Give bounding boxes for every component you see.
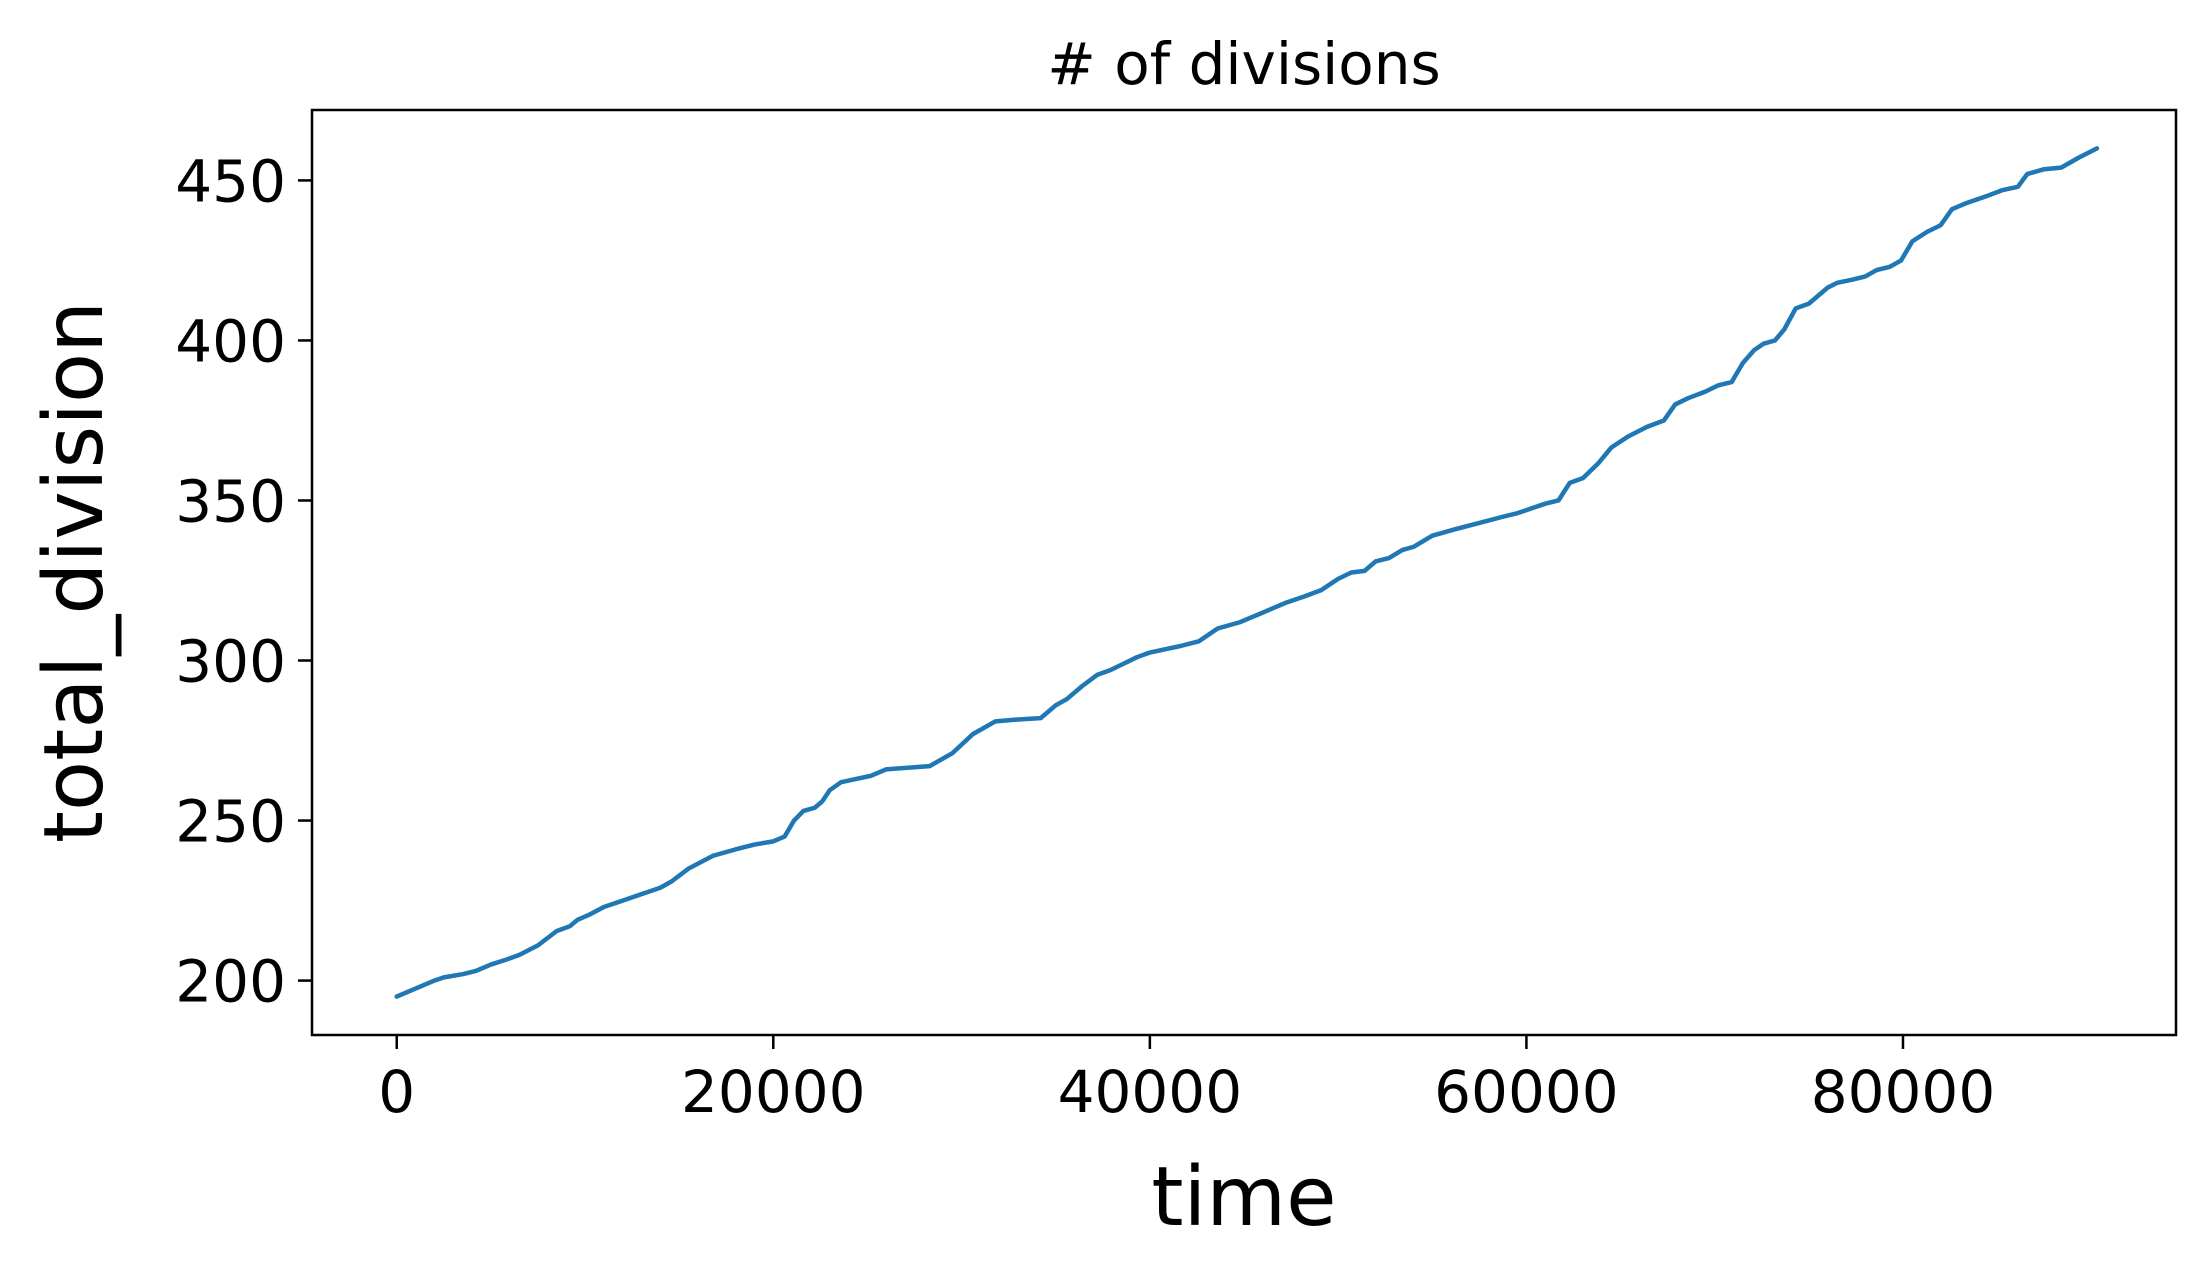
x-tick-label: 0 xyxy=(378,1058,415,1126)
x-axis-ticks: 0 20000 40000 60000 80000 xyxy=(378,1035,1995,1126)
x-tick-label: 80000 xyxy=(1811,1058,1996,1126)
x-tick-label: 40000 xyxy=(1058,1058,1243,1126)
x-tick-label: 60000 xyxy=(1434,1058,1619,1126)
series-layer xyxy=(394,146,2100,999)
chart-title: # of divisions xyxy=(1047,30,1441,98)
plot-frame xyxy=(310,108,2178,1037)
series-line xyxy=(394,146,2100,999)
y-tick-label: 350 xyxy=(175,467,286,535)
y-tick-label: 200 xyxy=(175,948,286,1016)
y-axis-ticks: 200 250 300 350 400 450 xyxy=(175,147,312,1016)
y-tick-label: 450 xyxy=(175,147,286,215)
y-tick-label: 300 xyxy=(175,628,286,696)
y-tick-label: 250 xyxy=(175,788,286,856)
y-tick-label: 400 xyxy=(175,307,286,375)
y-axis-label: total_division xyxy=(27,301,122,843)
x-axis-label: time xyxy=(1151,1150,1336,1245)
x-tick-label: 20000 xyxy=(681,1058,866,1126)
